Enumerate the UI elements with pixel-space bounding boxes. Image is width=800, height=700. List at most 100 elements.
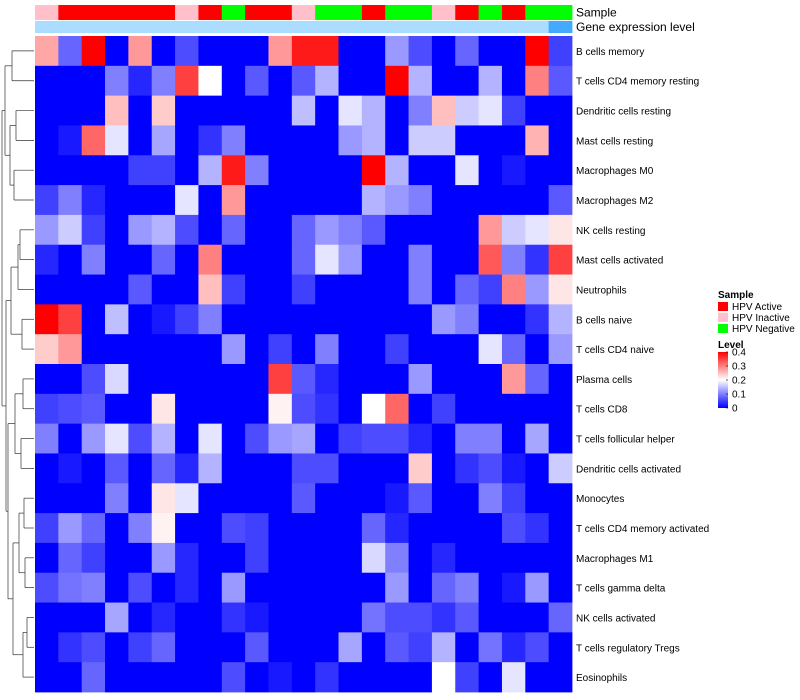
heatmap-cell: [408, 155, 433, 186]
sample-annotation-cell: [151, 5, 176, 20]
heatmap-cell: [105, 65, 129, 97]
heatmap-cell: [128, 274, 153, 305]
heatmap-cell: [431, 483, 456, 514]
heatmap-cell: [525, 393, 550, 425]
heatmap-cell: [478, 155, 503, 186]
heatmap-cell: [268, 364, 293, 395]
heatmap-cell: [291, 364, 316, 395]
heatmap-cell: [315, 483, 339, 514]
heatmap-cell: [361, 542, 386, 574]
heatmap-cell: [385, 36, 409, 67]
heatmap-cell: [385, 364, 409, 395]
heatmap-cell: [175, 483, 199, 514]
annotation-tracks: [35, 5, 573, 33]
heatmap-cell: [385, 423, 409, 454]
heatmap-cell: [58, 304, 83, 335]
heatmap-cell: [361, 632, 386, 663]
heatmap-cell: [385, 95, 409, 126]
heatmap-cell: [105, 423, 129, 454]
heatmap-cell: [268, 602, 293, 633]
heatmap-cell: [431, 364, 456, 395]
heatmap-cell: [128, 304, 153, 335]
legend-level-tick-label: 0.3: [732, 362, 746, 373]
heatmap-cell: [175, 632, 199, 663]
heatmap-cell: [81, 393, 106, 425]
heatmap-cell: [478, 602, 503, 633]
heatmap-cell: [245, 602, 269, 633]
heatmap-cell: [315, 364, 339, 395]
heatmap-cell: [455, 572, 480, 603]
heatmap-cell: [315, 125, 339, 156]
heatmap-cell: [151, 423, 176, 454]
heatmap-cell: [105, 542, 129, 574]
heatmap-cell: [525, 244, 550, 275]
expression-annotation-cell: [291, 21, 316, 33]
sample-annotation-cell: [221, 5, 246, 20]
heatmap-cell: [361, 423, 386, 454]
heatmap-cell: [268, 632, 293, 663]
heatmap-cell: [431, 244, 456, 275]
heatmap-cell: [245, 155, 269, 186]
heatmap-cell: [338, 274, 363, 305]
heatmap-cell: [128, 453, 153, 484]
expression-annotation-cell: [431, 21, 456, 33]
heatmap-cell: [291, 274, 316, 305]
heatmap-cell: [268, 95, 293, 126]
heatmap-cell: [198, 125, 223, 156]
heatmap-cell: [245, 334, 269, 365]
heatmap-cell: [478, 125, 503, 156]
heatmap-cell: [548, 572, 573, 603]
heatmap-cell: [338, 364, 363, 395]
heatmap-cell: [525, 125, 550, 156]
heatmap-cell: [245, 542, 269, 574]
heatmap-cell: [408, 513, 433, 544]
heatmap-cell: [151, 572, 176, 603]
heatmap-cell: [431, 393, 456, 425]
heatmap-cell: [268, 423, 293, 454]
heatmap-cell: [81, 513, 106, 544]
heatmap-cell: [151, 36, 176, 67]
heatmap-cell: [268, 304, 293, 335]
heatmap-cell: [431, 513, 456, 544]
heatmap-cell: [501, 483, 526, 514]
heatmap-cell: [501, 572, 526, 603]
heatmap-cell: [221, 244, 246, 275]
expression-annotation-cell: [315, 21, 339, 33]
heatmap-cell: [455, 214, 480, 246]
expression-annotation-cell: [58, 21, 83, 33]
heatmap-cell: [501, 393, 526, 425]
heatmap-cell: [81, 662, 106, 693]
heatmap-cell: [315, 423, 339, 454]
heatmap-cell: [361, 185, 386, 216]
heatmap-cell: [81, 304, 106, 335]
heatmap-cell: [385, 244, 409, 275]
heatmap-cell: [548, 393, 573, 425]
heatmap-cell: [455, 36, 480, 67]
heatmap-cell: [35, 95, 59, 126]
heatmap-cell: [385, 542, 409, 574]
heatmap-cell: [525, 632, 550, 663]
heatmap-cell: [268, 125, 293, 156]
legend-level: Level 0.4 0.3 0.2 0.1 0: [718, 340, 746, 415]
heatmap-cell: [361, 483, 386, 514]
legend-level-colorbar: [718, 352, 728, 408]
heatmap-cell: [105, 274, 129, 305]
legend-swatch-inactive: [718, 313, 728, 322]
heatmap-cell: [128, 632, 153, 663]
heatmap-cell: [338, 334, 363, 365]
heatmap-cell: [361, 125, 386, 156]
heatmap-cell: [478, 453, 503, 484]
expression-annotation-cell: [385, 21, 409, 33]
heatmap-cell: [315, 244, 339, 275]
heatmap-cell: [35, 423, 59, 454]
heatmap-cell: [291, 214, 316, 246]
heatmap-cell: [338, 513, 363, 544]
expression-annotation-cell: [175, 21, 199, 33]
heatmap-cell: [548, 453, 573, 484]
heatmap-cell: [198, 36, 223, 67]
heatmap-cell: [408, 662, 433, 693]
heatmap-cell: [291, 423, 316, 454]
heatmap-cell: [431, 185, 456, 216]
heatmap-cell: [198, 542, 223, 574]
heatmap-cell: [315, 65, 339, 97]
